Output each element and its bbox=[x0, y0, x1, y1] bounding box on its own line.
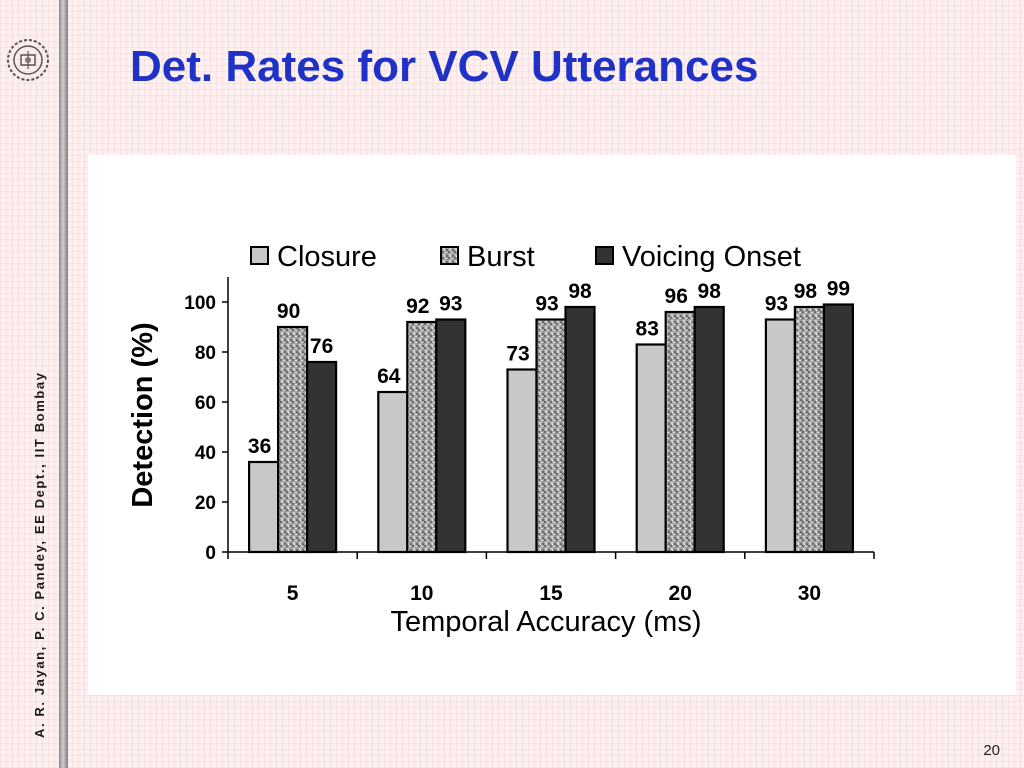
x-tick-label: 10 bbox=[410, 582, 433, 605]
page-number: 20 bbox=[983, 742, 1000, 759]
y-axis-title: Detection (%) bbox=[127, 322, 159, 507]
data-label: 98 bbox=[698, 280, 722, 303]
x-tick-label: 15 bbox=[539, 582, 563, 605]
data-label: 98 bbox=[568, 280, 592, 303]
y-tick-label: 100 bbox=[184, 293, 216, 314]
bar-closure bbox=[506, 368, 538, 554]
slide-title: Det. Rates for VCV Utterances bbox=[130, 42, 759, 91]
data-label: 92 bbox=[406, 295, 429, 318]
data-label: 93 bbox=[439, 293, 462, 316]
data-label: 64 bbox=[377, 365, 401, 388]
legend-swatch bbox=[440, 246, 459, 265]
iit-bombay-emblem-icon bbox=[7, 39, 49, 81]
bar-burst bbox=[406, 320, 438, 554]
data-label: 93 bbox=[765, 293, 788, 316]
bar-closure bbox=[248, 460, 280, 554]
x-tick-label: 30 bbox=[798, 582, 821, 605]
sidebar-rule bbox=[59, 0, 68, 768]
legend-label: Burst bbox=[467, 241, 535, 273]
bar-voicing-onset bbox=[693, 305, 725, 554]
y-tick-label: 20 bbox=[195, 493, 216, 514]
y-tick-label: 80 bbox=[195, 343, 216, 364]
data-label: 93 bbox=[535, 293, 558, 316]
bar-chart: Closure Burst Voicing Onset 0 20 40 60 80 100 5 1… bbox=[127, 241, 875, 638]
bar-voicing-onset bbox=[822, 303, 855, 554]
bar-voicing-onset bbox=[306, 360, 338, 554]
data-label: 76 bbox=[310, 335, 333, 358]
y-tick-label: 60 bbox=[195, 393, 216, 414]
bar-voicing-onset bbox=[435, 318, 467, 554]
data-label: 90 bbox=[277, 300, 300, 323]
bar-burst bbox=[664, 310, 696, 554]
bar-closure bbox=[377, 390, 409, 554]
bar-burst bbox=[793, 305, 826, 554]
legend-swatch bbox=[595, 246, 614, 265]
data-label: 96 bbox=[665, 285, 688, 308]
data-label: 99 bbox=[827, 278, 850, 301]
legend-label: Closure bbox=[277, 241, 377, 273]
bar-burst bbox=[535, 318, 567, 554]
data-label: 73 bbox=[506, 343, 529, 366]
legend-label: Voicing Onset bbox=[622, 241, 801, 273]
bar-closure bbox=[635, 343, 667, 554]
bar-closure bbox=[764, 318, 797, 554]
data-label: 36 bbox=[248, 435, 271, 458]
chart-panel: Closure Burst Voicing Onset 0 20 40 60 80 100 5 1… bbox=[88, 155, 1016, 695]
y-tick-label: 0 bbox=[205, 543, 216, 564]
legend-swatch bbox=[250, 246, 269, 265]
x-tick-label: 20 bbox=[669, 582, 692, 605]
bar-voicing-onset bbox=[564, 305, 596, 554]
y-tick-label: 40 bbox=[195, 443, 216, 464]
bar-burst bbox=[277, 325, 309, 554]
data-label: 83 bbox=[636, 318, 659, 341]
data-label: 98 bbox=[794, 280, 818, 303]
side-credit: A. R. Jayan, P. C. Pandey, EE Dept., IIT… bbox=[32, 371, 47, 738]
x-tick-label: 5 bbox=[287, 582, 299, 605]
x-axis-title: Temporal Accuracy (ms) bbox=[390, 606, 701, 638]
